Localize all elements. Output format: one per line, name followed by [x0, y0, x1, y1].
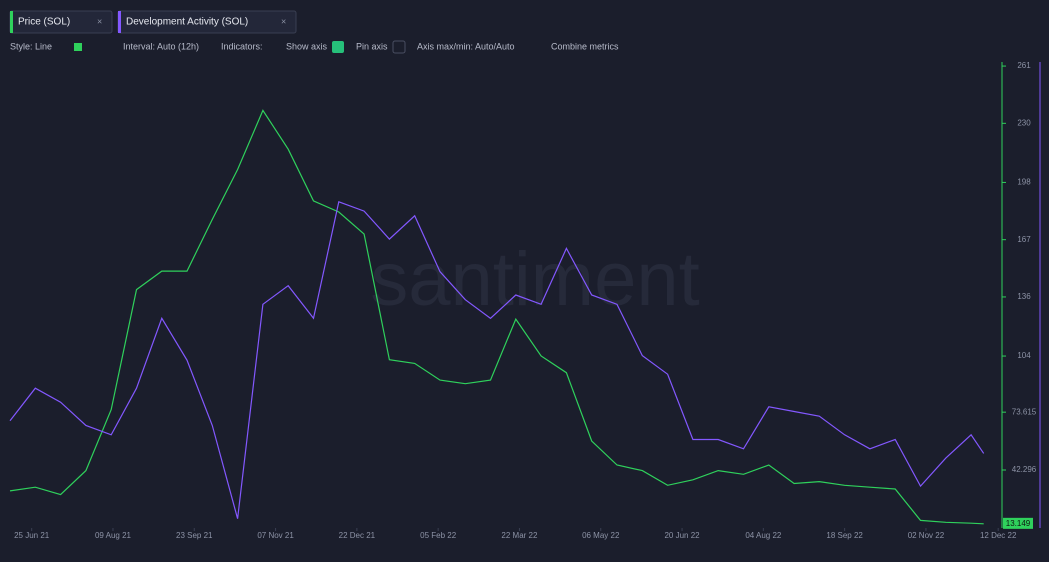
indicators-control[interactable]: Indicators:: [221, 41, 263, 51]
y-tick-label: 73.615: [1012, 407, 1037, 416]
x-tick-label: 05 Feb 22: [420, 531, 457, 540]
x-tick-label: 20 Jun 22: [664, 531, 700, 540]
x-tick-label: 07 Nov 21: [257, 531, 294, 540]
y-tick-label: 42.296: [1012, 465, 1037, 474]
x-tick-label: 12 Dec 22: [980, 531, 1017, 540]
tab-label[interactable]: Development Activity (SOL): [126, 17, 248, 28]
style-control[interactable]: Style: Line: [10, 41, 52, 51]
tab-close[interactable]: ×: [97, 16, 102, 26]
x-tick-label: 22 Dec 21: [339, 531, 376, 540]
x-tick-label: 18 Sep 22: [826, 531, 863, 540]
series-line: [9, 200, 985, 519]
y-tick-label: 230: [1017, 118, 1031, 127]
y-tick-label: 136: [1017, 292, 1031, 301]
y-tick-label: 104: [1017, 351, 1031, 360]
pin-axis-control[interactable]: Pin axis: [356, 41, 388, 51]
checkbox[interactable]: [332, 41, 344, 53]
color-control[interactable]: [74, 43, 82, 51]
interval-control[interactable]: Interval: Auto (12h): [123, 41, 199, 51]
tab-label[interactable]: Price (SOL): [18, 17, 70, 28]
series-line: [9, 109, 984, 525]
x-tick-label: 02 Nov 22: [908, 531, 945, 540]
show-axis-control[interactable]: Show axis: [286, 41, 328, 51]
checkbox[interactable]: [392, 40, 406, 54]
combine-control[interactable]: Combine metrics: [551, 41, 619, 51]
x-tick-label: 06 May 22: [582, 531, 620, 540]
last-value-tag: [1003, 517, 1033, 529]
tab-marker: [118, 11, 121, 33]
tab-marker: [10, 11, 13, 33]
x-tick-label: 22 Mar 22: [501, 531, 538, 540]
y-tick-label: 167: [1017, 235, 1031, 244]
x-tick-label: 04 Aug 22: [745, 531, 782, 540]
axis-minmax-control[interactable]: Axis max/min: Auto/Auto: [417, 41, 515, 51]
watermark: santiment: [370, 237, 700, 322]
y-tick-label: 261: [1017, 61, 1031, 70]
x-tick-label: 25 Jun 21: [14, 531, 50, 540]
y-tick-label: 198: [1017, 178, 1031, 187]
last-value-label: 13.149: [1006, 519, 1031, 528]
x-tick-label: 23 Sep 21: [176, 531, 213, 540]
tab-close[interactable]: ×: [281, 16, 286, 26]
x-tick-label: 09 Aug 21: [95, 531, 132, 540]
